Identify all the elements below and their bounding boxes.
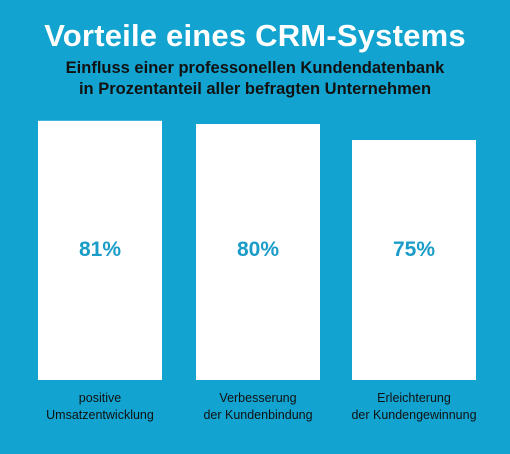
category-label-1-line-1: positive [79,391,121,405]
bar-value-label-1: 81% [79,238,121,261]
category-label-2-line-1: Verbesserung [219,391,296,405]
category-label-2-line-2: der Kundenbindung [203,408,312,422]
category-label-3-line-2: der Kundengewinnung [351,408,476,422]
bar-value-label-3: 75% [393,238,435,261]
bar-2 [196,124,320,380]
category-label-1-line-2: Umsatzentwicklung [46,408,154,422]
bar-1 [38,120,162,381]
chart-subtitle-line-2: in Prozentanteil aller befragten Unterne… [78,80,432,98]
chart-subtitle: Einfluss einer professonellen Kundendate… [0,58,510,100]
bar-value-label-2: 80% [237,238,279,261]
chart-subtitle-line-1: Einfluss einer professonellen Kundendate… [65,59,445,77]
category-label-3-line-1: Erleichterung [377,391,451,405]
chart-title: Vorteile eines CRM-Systems [44,18,466,53]
bar-3 [352,140,476,380]
